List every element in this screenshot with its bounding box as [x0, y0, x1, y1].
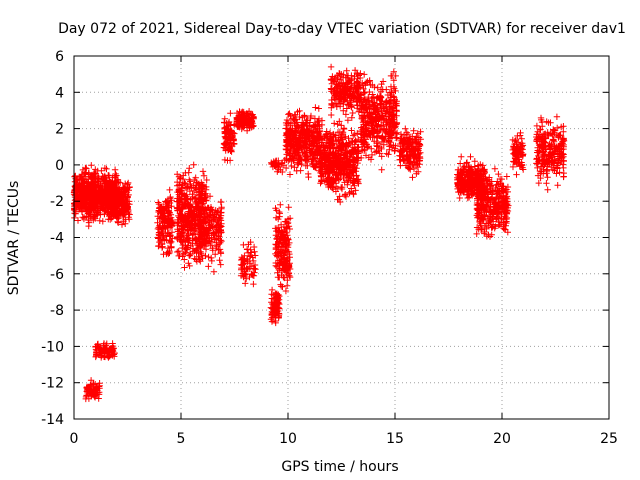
point-cluster-08: [220, 110, 238, 164]
plus-marker-group: [272, 201, 294, 298]
point-cluster-05: [154, 186, 176, 258]
x-axis-label: GPS time / hours: [281, 459, 398, 475]
y-tick-label: -12: [41, 376, 64, 392]
chart-title: Day 072 of 2021, Sidereal Day-to-day VTE…: [58, 21, 626, 37]
y-tick-label: 6: [55, 49, 64, 65]
plus-marker-group: [82, 377, 103, 403]
plus-marker-group: [473, 162, 512, 240]
plus-marker-group: [154, 186, 176, 258]
plus-marker-group: [195, 183, 225, 275]
data-points: [70, 63, 568, 403]
point-cluster-21: [509, 129, 527, 178]
y-tick-label: -8: [50, 303, 64, 319]
plus-marker-group: [327, 63, 364, 121]
axis-ticks: 0 5 10 15 20 25 -14 -12 -10 -8 -6 -4 -2 0 2 4 6: [41, 49, 618, 447]
x-tick-label: 5: [177, 431, 186, 447]
x-tick-label: 0: [70, 431, 79, 447]
y-tick-label: 4: [55, 85, 64, 101]
point-cluster-13: [268, 156, 288, 176]
point-cluster-16: [327, 63, 364, 121]
plus-marker-group: [268, 156, 288, 176]
y-tick-label: 2: [55, 122, 64, 138]
x-tick-label: 20: [493, 431, 511, 447]
point-cluster-10: [237, 238, 259, 288]
point-cluster-02: [105, 176, 133, 228]
plus-marker-group: [282, 104, 324, 181]
plus-marker-group: [105, 176, 133, 228]
point-cluster-22: [533, 113, 568, 193]
plus-marker-group: [237, 238, 259, 288]
point-cluster-03: [82, 377, 103, 403]
plus-marker-group: [396, 125, 424, 181]
y-axis-label: SDTVAR / TECUs: [6, 181, 22, 296]
point-cluster-18: [396, 125, 424, 181]
y-tick-label: -14: [41, 412, 64, 428]
plus-marker-group: [316, 117, 362, 206]
plus-marker-group: [357, 68, 401, 173]
point-cluster-04: [92, 340, 118, 361]
point-cluster-15: [316, 117, 362, 206]
point-cluster-14: [282, 104, 324, 181]
point-cluster-17: [357, 68, 401, 173]
point-cluster-20: [473, 162, 512, 240]
plus-marker-group: [533, 113, 568, 193]
y-tick-label: -4: [50, 231, 64, 247]
y-tick-label: -2: [50, 194, 64, 210]
plus-marker-group: [92, 340, 118, 361]
point-cluster-07: [195, 183, 225, 275]
y-tick-label: -10: [41, 339, 64, 355]
plus-marker-group: [267, 286, 283, 327]
plus-marker-group: [509, 129, 527, 178]
x-tick-label: 10: [279, 431, 297, 447]
plus-marker-group: [220, 110, 238, 164]
plus-marker-group: [233, 108, 257, 134]
x-tick-label: 15: [386, 431, 404, 447]
point-cluster-12: [272, 201, 294, 298]
y-tick-label: 0: [55, 158, 64, 174]
y-tick-label: -6: [50, 267, 64, 283]
point-cluster-09: [233, 108, 257, 134]
x-tick-label: 25: [600, 431, 618, 447]
point-cluster-11: [267, 286, 283, 327]
